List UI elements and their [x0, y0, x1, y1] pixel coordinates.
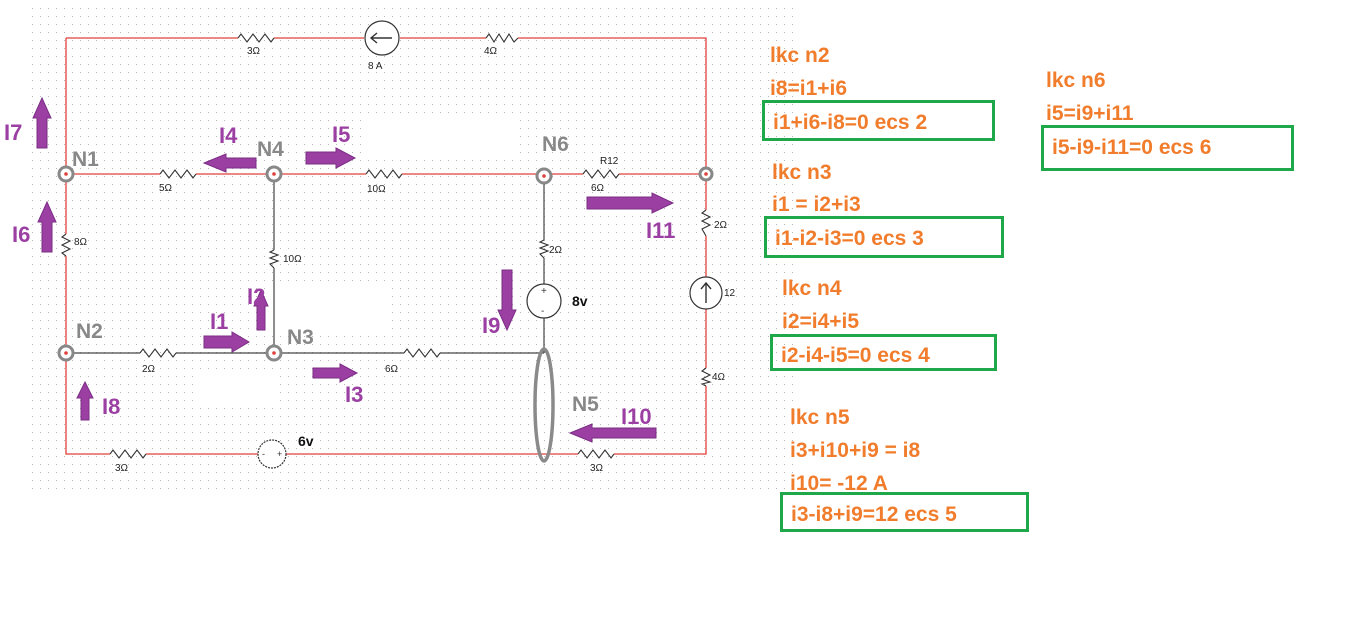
- resistor-n3-n5-label: 6Ω: [385, 364, 399, 375]
- equation-n3-box: i1-i2-i3=0 ecs 3: [764, 216, 1004, 258]
- resistor-r12-name: R12: [600, 156, 619, 167]
- equation-n4-boxed: i2-i4-i5=0 ecs 4: [781, 344, 930, 367]
- equation-n5-boxed: i3-i8+i9=12 ecs 5: [791, 503, 957, 526]
- arrow-i1: [203, 331, 250, 353]
- arrow-i2: [253, 288, 269, 331]
- equation-n2-line: i8=i1+i6: [770, 77, 848, 100]
- node-label-n6: N6: [542, 133, 569, 156]
- voltage-source-6v: - +: [257, 439, 287, 469]
- current-label-i4: I4: [219, 123, 238, 148]
- node-marker-n5: [533, 347, 555, 463]
- current-label-i2: I2: [247, 284, 265, 309]
- equation-n6-title: lkc n6: [1046, 69, 1106, 92]
- equation-n5-box: i3-i8+i9=12 ecs 5: [780, 492, 1029, 532]
- equation-n2-box: i1+i6-i8=0 ecs 2: [762, 100, 995, 141]
- svg-text:-: -: [262, 449, 265, 459]
- current-label-i8: I8: [102, 394, 120, 419]
- svg-text:+: +: [277, 449, 282, 459]
- arrow-i8: [76, 380, 94, 421]
- resistor-top-left-label: 3Ω: [247, 46, 261, 57]
- current-arrows: [32, 96, 675, 443]
- equation-n5-title: lkc n5: [790, 406, 850, 429]
- equation-n3-line: i1 = i2+i3: [772, 193, 861, 216]
- resistor-symbols: [60, 32, 712, 459]
- equation-n6-line: i5=i9+i11: [1046, 102, 1134, 125]
- component-leads: [66, 174, 545, 354]
- voltage-source-8v: + -: [526, 283, 562, 319]
- arrow-i4: [202, 153, 257, 173]
- voltage-source-8v-label: 8v: [572, 293, 588, 309]
- node-dots: [64, 172, 708, 355]
- resistor-n2-n3-label: 2Ω: [142, 364, 156, 375]
- resistor-n1-n4-label: 5Ω: [159, 183, 173, 194]
- resistor-right-top-label: 2Ω: [714, 220, 728, 231]
- equation-n2-title: lkc n2: [770, 44, 830, 67]
- resistor-n4-n6-label: 10Ω: [367, 184, 386, 195]
- arrow-i9: [497, 269, 517, 332]
- current-source-right-label: 12: [724, 288, 736, 299]
- equation-n3-boxed: i1-i2-i3=0 ecs 3: [775, 227, 924, 250]
- node-label-n4: N4: [257, 138, 284, 161]
- equation-n4-box: i2-i4-i5=0 ecs 4: [770, 334, 997, 371]
- equation-n6-box: i5-i9-i11=0 ecs 6: [1041, 125, 1294, 171]
- equation-n6-boxed: i5-i9-i11=0 ecs 6: [1052, 136, 1212, 159]
- node-label-n5: N5: [572, 393, 599, 416]
- node-label-n2: N2: [76, 320, 103, 343]
- resistor-n6-down-label: 2Ω: [549, 245, 563, 256]
- current-source-top-label: 8 A: [368, 61, 383, 72]
- arrow-i7: [32, 96, 52, 149]
- node-markers: [57, 165, 714, 362]
- current-label-i5: I5: [332, 122, 350, 147]
- arrow-i10: [568, 423, 657, 443]
- arrow-i5: [305, 147, 357, 169]
- current-source-top: [364, 20, 400, 56]
- resistor-top-right-label: 4Ω: [484, 46, 498, 57]
- arrow-i6: [37, 200, 57, 253]
- equation-n2-boxed: i1+i6-i8=0 ecs 2: [773, 111, 928, 134]
- arrow-i3: [312, 363, 359, 383]
- svg-text:-: -: [541, 306, 544, 317]
- current-label-i1: I1: [210, 309, 228, 334]
- equation-n5-line1: i3+i10+i9 = i8: [790, 439, 921, 462]
- resistor-right-bottom-label: 4Ω: [712, 372, 726, 383]
- current-label-i11: I11: [646, 218, 675, 243]
- current-label-i9: I9: [482, 313, 500, 338]
- current-source-right: [689, 276, 723, 310]
- voltage-source-6v-label: 6v: [298, 433, 314, 449]
- resistor-bottom-left-label: 3Ω: [115, 463, 129, 474]
- resistor-n6-right-label: 6Ω: [591, 183, 605, 194]
- current-label-i10: I10: [621, 404, 652, 429]
- node-label-n3: N3: [287, 326, 314, 349]
- resistor-bottom-right-label: 3Ω: [590, 463, 604, 474]
- arrow-i11: [586, 192, 675, 214]
- current-label-i7: I7: [4, 120, 22, 145]
- node-label-n1: N1: [72, 148, 99, 171]
- svg-text:+: +: [541, 286, 547, 297]
- current-label-i3: I3: [345, 382, 363, 407]
- resistor-left-label: 8Ω: [74, 237, 88, 248]
- current-label-i6: I6: [12, 222, 30, 247]
- grid-background: [28, 6, 798, 492]
- resistor-n4-n3-label: 10Ω: [283, 254, 302, 265]
- equation-n5-line2: i10= -12 A: [790, 472, 888, 495]
- equation-n3-title: lkc n3: [772, 161, 832, 184]
- equation-n4-title: lkc n4: [782, 277, 842, 300]
- equation-n4-line: i2=i4+i5: [782, 310, 860, 333]
